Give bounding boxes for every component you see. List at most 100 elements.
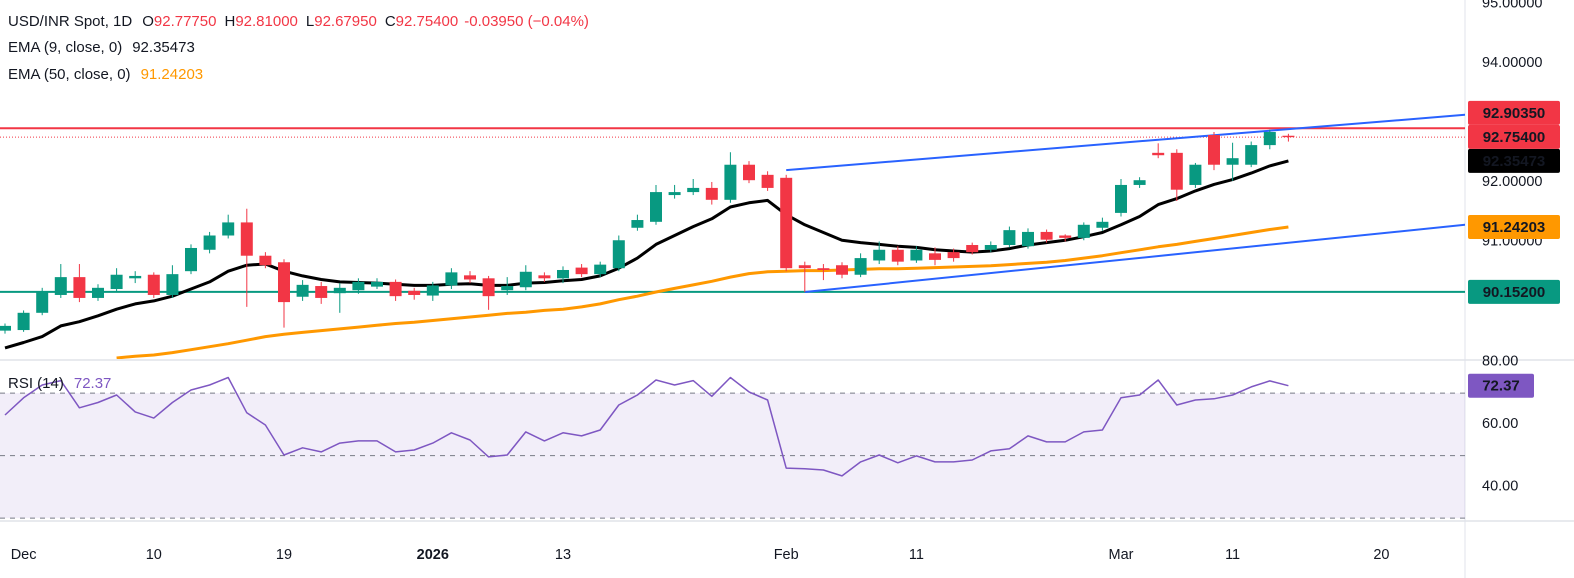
candle-body: [203, 235, 216, 250]
candle-body: [650, 192, 662, 222]
price-pane: [0, 113, 1465, 359]
candle-body: [464, 275, 476, 280]
candle-body: [724, 164, 737, 200]
price-label: 90.15200: [1483, 284, 1546, 301]
candle-body: [947, 252, 960, 259]
candle-body: [36, 291, 49, 313]
legend-entry: EMA (9, close, 0) 92.35473: [8, 39, 195, 56]
change: -0.03950 (−0.04%): [464, 13, 589, 30]
candle-body: [1282, 135, 1295, 138]
price-label: 92.75400: [1483, 129, 1546, 146]
trendline: [804, 223, 1465, 293]
x-tick-label: Mar: [1109, 547, 1134, 563]
x-tick-label: 2026: [417, 547, 449, 563]
legend-name: RSI (14): [8, 375, 64, 392]
candle-body: [1133, 180, 1146, 185]
candle-body: [54, 277, 67, 295]
candle-body: [278, 262, 290, 303]
candle-body: [817, 268, 830, 270]
candle-body: [594, 264, 607, 275]
candle-body: [501, 286, 514, 291]
candle-body: [612, 240, 625, 269]
ohlc-key: H: [224, 13, 235, 30]
candle-body: [1096, 221, 1109, 228]
candle-body: [984, 245, 997, 250]
candle-body: [761, 174, 774, 188]
price-label-box: [1468, 148, 1560, 173]
ohlc-key: C: [385, 13, 396, 30]
candle-body: [668, 192, 681, 196]
candle-body: [352, 281, 365, 291]
x-tick-label: Dec: [11, 547, 37, 563]
candle-body: [631, 220, 644, 228]
legend-value: 91.24203: [141, 66, 204, 83]
y-tick-label: 95.00000: [1482, 0, 1542, 11]
rsi-tick-label: 80.00: [1482, 354, 1518, 370]
ohlc-value: 92.75400: [396, 13, 459, 30]
candle-body: [408, 290, 421, 295]
candle-body: [185, 247, 197, 272]
candle-body: [17, 312, 30, 331]
x-tick-label: 10: [146, 547, 162, 563]
candle-body: [538, 275, 551, 279]
y-tick-label: 94.00000: [1482, 55, 1542, 71]
price-label: 91.24203: [1483, 219, 1546, 236]
legend-entry: EMA (50, close, 0) 91.24203: [8, 66, 203, 83]
price-label-box: [1468, 100, 1560, 125]
candle-body: [1208, 134, 1220, 165]
rsi-legend: RSI (14) 72.37: [8, 375, 111, 392]
candle-body: [743, 164, 755, 181]
ema-line: [116, 225, 1289, 359]
candle-body: [259, 255, 272, 266]
candle-body: [110, 274, 123, 290]
candle-body: [482, 278, 495, 297]
candle-body: [333, 287, 346, 294]
ohlc-value: 92.81000: [235, 13, 298, 30]
candle-body: [296, 284, 309, 297]
rsi-value-label-box: [1468, 373, 1534, 398]
candle-body: [836, 265, 848, 275]
candle-body: [1040, 231, 1053, 240]
rsi-line: [4, 376, 1289, 477]
candle-body: [854, 258, 867, 275]
x-tick-label: Feb: [774, 547, 799, 563]
legend-name: EMA (50, close, 0): [8, 66, 131, 83]
candle-body: [705, 187, 718, 200]
candle-body: [575, 267, 588, 275]
trendline: [786, 113, 1465, 172]
header: USD/INR Spot, 1D O92.77750 H92.81000 L92.67…: [8, 13, 589, 30]
candle-body: [1226, 158, 1239, 165]
legend-value: 72.37: [74, 375, 112, 392]
x-tick-label: 20: [1373, 547, 1389, 563]
rsi-value-label: 72.37: [1482, 378, 1520, 395]
candle-body: [222, 222, 235, 236]
symbol: USD/INR Spot, 1D: [8, 13, 132, 30]
candle-body: [1263, 132, 1276, 146]
rsi-tick-label: 40.00: [1482, 479, 1518, 495]
candle-body: [557, 269, 569, 279]
x-tick-label: 19: [276, 547, 292, 563]
candle-body: [798, 265, 811, 269]
candle-body: [166, 274, 179, 295]
candle-body: [92, 287, 104, 298]
candle-body: [389, 281, 402, 297]
candle-body: [966, 245, 979, 253]
x-tick-label: 13: [555, 547, 571, 563]
price-label: 92.35473: [1483, 153, 1546, 170]
candle-body: [929, 253, 941, 260]
candle-body: [1152, 152, 1165, 156]
legend-value: 92.35473: [132, 39, 195, 56]
candle-body: [426, 285, 439, 296]
candle-body: [1170, 152, 1183, 190]
candle-body: [445, 272, 458, 286]
ohlc-key: L: [306, 13, 314, 30]
plot-layer: 95.0000094.0000092.0000091.0000080.0060.…: [0, 0, 1560, 563]
candle-body: [73, 277, 86, 298]
candle-body: [0, 325, 11, 331]
candle-body: [1245, 145, 1258, 165]
candle-body: [687, 187, 700, 193]
x-tick-label: 11: [1225, 547, 1240, 563]
candle-body: [371, 281, 383, 287]
